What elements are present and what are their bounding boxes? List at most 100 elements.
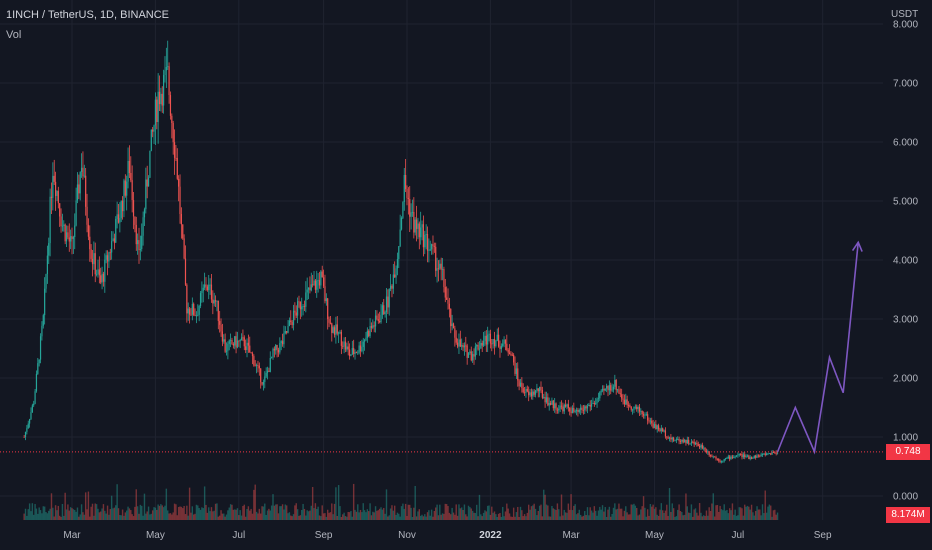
volume-bar [608, 506, 611, 520]
candle-body [260, 368, 262, 383]
candle-body [533, 391, 535, 395]
volume-bar [58, 515, 61, 520]
candle-body [426, 233, 429, 251]
candle-body [716, 458, 718, 460]
volume-bar [41, 513, 43, 520]
candle-body [601, 388, 604, 391]
candle-body [291, 322, 293, 326]
candle-body [487, 334, 489, 345]
volume-bar [681, 512, 683, 520]
candle-body [552, 400, 554, 409]
candle-body [160, 93, 162, 105]
x-tick-label: 2022 [479, 530, 502, 541]
volume-bar [588, 515, 590, 520]
volume-indicator-label[interactable]: Vol [6, 29, 22, 41]
candle-body [158, 91, 161, 105]
volume-bar [452, 512, 455, 520]
candle-body [24, 431, 27, 438]
candle-body [436, 268, 438, 271]
candle-body [298, 301, 300, 303]
volume-bar [164, 505, 166, 520]
volume-bar [705, 510, 708, 520]
volume-bar [757, 509, 760, 520]
candle-body [455, 337, 457, 343]
candle-body [735, 455, 738, 457]
volume-bar [213, 510, 215, 520]
volume-bar [649, 503, 652, 520]
candle-body [394, 274, 396, 278]
volume-bar [259, 513, 262, 520]
candle-body [444, 287, 446, 298]
candle-body [97, 269, 99, 274]
volume-bar [106, 505, 109, 520]
candle-body [657, 425, 660, 430]
volume-bar [718, 511, 720, 520]
volume-bar [203, 486, 206, 520]
volume-bar [202, 508, 204, 520]
volume-bar [491, 506, 493, 520]
volume-bar [626, 512, 628, 520]
candle-body [258, 365, 260, 369]
volume-bar [471, 510, 474, 520]
candle-body [96, 273, 98, 275]
candle-body [383, 305, 385, 315]
candle-body [719, 460, 721, 462]
volume-bar [674, 516, 676, 520]
price-axis-unit: USDT [891, 9, 919, 20]
volume-bar [558, 509, 560, 520]
y-tick-label: 2.000 [893, 374, 918, 385]
volume-bar [95, 504, 98, 520]
volume-bar [742, 515, 745, 520]
volume-bar [670, 511, 672, 520]
volume-bar [614, 503, 616, 520]
candle-body [648, 420, 650, 422]
volume-bar [692, 516, 694, 520]
candle-body [559, 405, 561, 409]
candle-body [210, 284, 213, 300]
candle-body [482, 340, 485, 346]
volume-bar [350, 510, 352, 520]
volume-bar [264, 503, 266, 520]
candle-body [154, 99, 157, 126]
volume-bar [303, 508, 306, 520]
volume-bar [407, 504, 410, 520]
volume-bar [281, 504, 284, 520]
volume-bar [625, 506, 627, 520]
volume-bar [161, 505, 163, 520]
volume-bar [143, 493, 146, 520]
volume-bar [146, 511, 148, 520]
volume-bar [359, 509, 362, 520]
candle-body [83, 175, 85, 177]
candle-body [637, 406, 639, 410]
candle-body [230, 339, 232, 341]
volume-bar [276, 504, 278, 520]
volume-bar [517, 506, 519, 520]
candle-body [596, 398, 598, 404]
candle-body [128, 160, 131, 173]
candle-body [577, 409, 579, 412]
volume-bar [199, 509, 202, 520]
volume-bar [518, 516, 520, 520]
candle-body [578, 409, 580, 412]
candle-body [625, 399, 627, 405]
candle-body [76, 184, 79, 201]
volume-bar [433, 511, 436, 520]
candle-body [191, 303, 193, 315]
volume-bar [690, 504, 693, 520]
candle-body [495, 340, 497, 347]
volume-bar [529, 509, 531, 520]
candle-body [522, 388, 524, 393]
volume-bar [151, 510, 154, 520]
volume-bar [192, 514, 195, 520]
candle-body [358, 345, 360, 353]
volume-bar [410, 507, 412, 520]
volume-bar [317, 506, 319, 520]
volume-bar [34, 504, 36, 520]
candle-body [592, 402, 594, 404]
candle-body [666, 436, 668, 438]
volume-bar [50, 493, 53, 520]
volume-bar [634, 505, 637, 520]
volume-bar [584, 511, 586, 520]
volume-bar [436, 504, 438, 520]
